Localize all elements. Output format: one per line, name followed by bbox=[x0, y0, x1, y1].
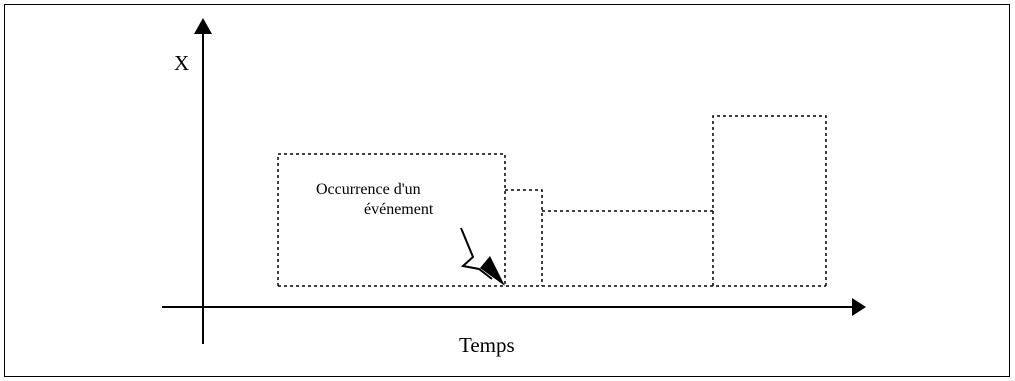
y-axis-label: X bbox=[174, 51, 189, 75]
state-segment-2 bbox=[505, 189, 543, 286]
state-segment-4 bbox=[712, 115, 827, 286]
x-axis-label: Temps bbox=[459, 333, 515, 357]
event-annotation-line-1: Occurrence d'un bbox=[316, 181, 421, 198]
outer-border bbox=[4, 4, 1010, 377]
state-segments bbox=[277, 115, 827, 287]
event-annotation-line-2: événement bbox=[364, 201, 434, 218]
lightning-arrow-icon bbox=[460, 227, 505, 286]
lightning-bolt bbox=[460, 227, 493, 280]
y-axis-arrowhead bbox=[194, 18, 212, 34]
state-segment-1 bbox=[277, 153, 506, 286]
x-axis-arrowhead bbox=[852, 298, 866, 316]
lightning-arrowhead bbox=[480, 256, 505, 286]
